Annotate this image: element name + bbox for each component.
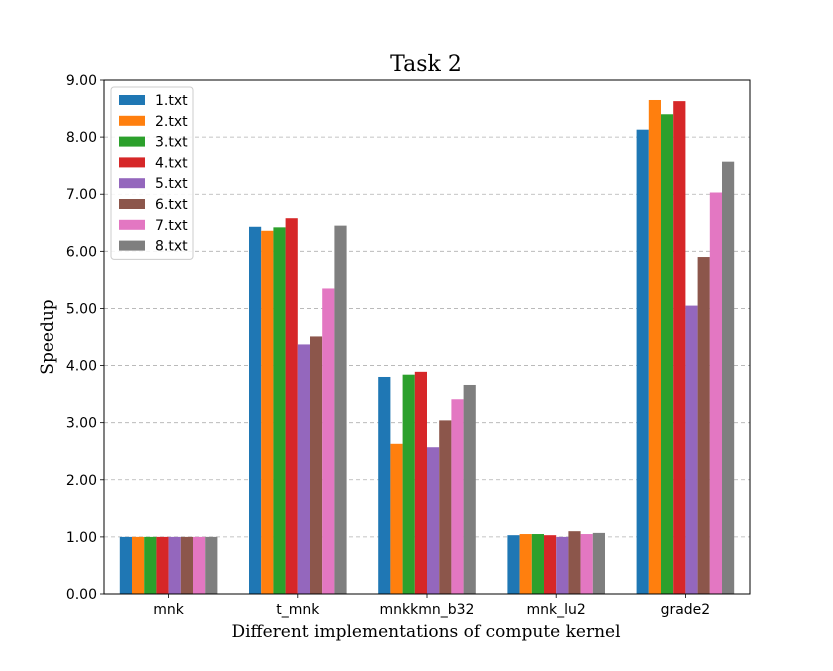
bar (322, 288, 335, 594)
bar (673, 101, 686, 595)
bar (168, 536, 181, 594)
bar (544, 535, 557, 594)
legend-box (110, 86, 194, 260)
bar (144, 536, 157, 594)
bar (556, 536, 569, 594)
legend-label: 7.txt (155, 218, 188, 234)
x-tick-label: mnk (153, 602, 185, 618)
bar (463, 384, 476, 594)
legend-label: 6.txt (155, 197, 188, 213)
axes: 0.00 1.00 2.00 3.00 4.00 5.00 6.00 7.00 8.00 9.00… (66, 73, 751, 618)
bar (132, 536, 145, 594)
y-tick-label: 8.00 (66, 130, 97, 146)
y-tick-label: 9.00 (66, 73, 97, 89)
bar (334, 225, 347, 594)
bar (722, 161, 735, 594)
bar (439, 420, 452, 594)
bar (273, 227, 286, 594)
y-tick-label: 7.00 (66, 187, 97, 203)
x-axis-label: Different implementations of compute ker… (231, 622, 620, 642)
bar (156, 536, 169, 594)
bar (648, 99, 661, 594)
bar (661, 114, 674, 595)
y-tick-label: 3.00 (66, 416, 97, 432)
bar (531, 534, 544, 594)
bar (427, 447, 440, 594)
y-axis-label: Speedup (38, 299, 58, 374)
bar (451, 399, 464, 594)
bar (193, 536, 206, 594)
legend-label: 2.txt (155, 114, 188, 130)
bar (519, 534, 532, 594)
bar (310, 336, 323, 594)
y-tick-label: 2.00 (66, 473, 97, 489)
legend-label: 4.txt (155, 155, 188, 171)
bar (580, 534, 593, 594)
bar (378, 376, 391, 594)
legend-swatch (119, 115, 145, 126)
legend-label: 5.txt (155, 176, 188, 192)
x-tick-label: mnkkmn_b32 (380, 602, 475, 618)
plot-frame (103, 79, 751, 595)
bar (249, 226, 262, 594)
bar (205, 536, 218, 594)
bar (414, 371, 427, 594)
y-tick-label: 0.00 (66, 587, 97, 603)
bar (636, 129, 649, 595)
legend: 1.txt 2.txt 3.txt 4.txt 5.txt 6.txt 7.txt 8.txt (110, 86, 194, 260)
bar (402, 374, 415, 594)
bar (685, 305, 698, 594)
bar (507, 535, 520, 594)
x-tick-label: mnk_lu2 (527, 602, 586, 618)
legend-swatch (119, 95, 145, 105)
legend-swatch (119, 240, 145, 251)
legend-label: 1.txt (155, 93, 188, 109)
y-tick-label: 1.00 (66, 530, 97, 546)
bar (592, 532, 605, 594)
legend-swatch (119, 199, 145, 209)
bar (709, 192, 722, 594)
bar (390, 443, 403, 594)
bar (261, 230, 274, 595)
bar (697, 257, 710, 594)
bar (568, 531, 581, 594)
x-tick-label: t_mnk (276, 602, 320, 618)
y-tick-label: 5.00 (66, 301, 97, 317)
bars (119, 99, 735, 595)
legend-swatch (119, 136, 145, 147)
legend-label: 8.txt (155, 239, 188, 255)
x-tick-label: grade2 (661, 602, 711, 618)
legend-label: 3.txt (155, 135, 188, 151)
legend-swatch (119, 157, 145, 168)
bar (297, 344, 310, 594)
bar (180, 536, 193, 594)
legend-swatch (119, 178, 145, 189)
y-tick-label: 6.00 (66, 244, 97, 260)
bar (119, 536, 132, 594)
legend-swatch (119, 219, 145, 230)
y-tick-label: 4.00 (66, 359, 97, 375)
chart-title: Task 2 (390, 52, 462, 77)
bar (285, 218, 298, 594)
